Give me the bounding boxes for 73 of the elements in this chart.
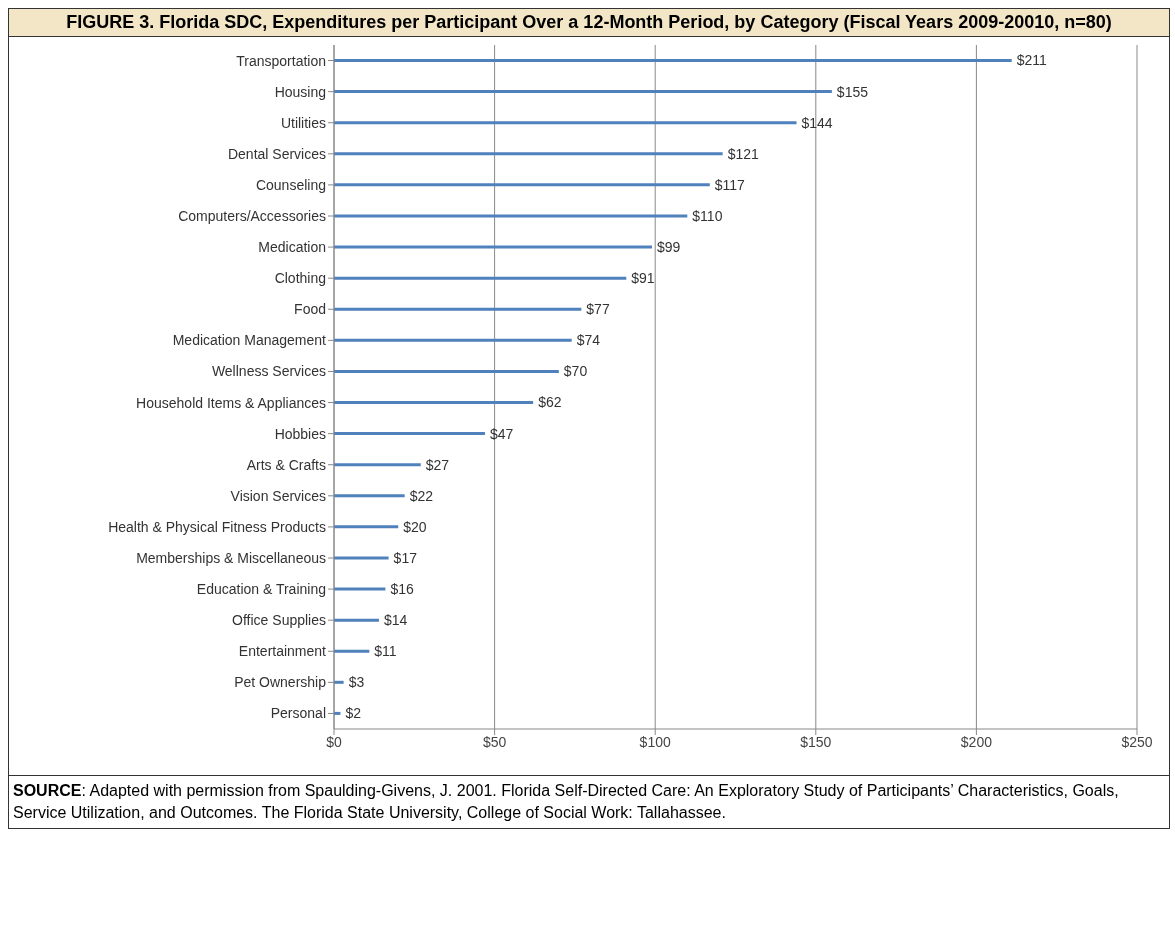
chart-title: FIGURE 3. Florida SDC, Expenditures per Participant Over a 12-Month Period, by Category (Fiscal Years 2009-20010, n=80) bbox=[9, 9, 1169, 37]
data-label: $27 bbox=[425, 456, 450, 473]
data-label: $2 bbox=[345, 705, 362, 722]
y-tick-label: Personal bbox=[270, 705, 326, 722]
bar bbox=[334, 618, 379, 622]
bar bbox=[334, 556, 389, 560]
bar bbox=[334, 680, 344, 684]
y-tick-label: Food bbox=[294, 301, 326, 318]
x-tick-label: $150 bbox=[800, 733, 832, 750]
bar bbox=[334, 58, 1012, 62]
y-tick-label: Vision Services bbox=[230, 487, 326, 504]
y-tick-label: Housing bbox=[274, 83, 326, 100]
data-label: $14 bbox=[383, 612, 408, 629]
bar bbox=[334, 90, 832, 94]
y-tick-label: Computers/Accessories bbox=[178, 207, 326, 224]
y-tick-label: Clothing bbox=[274, 270, 326, 287]
y-tick-label: Medication bbox=[258, 239, 326, 256]
data-label: $17 bbox=[393, 549, 418, 566]
data-label: $3 bbox=[348, 674, 365, 691]
bar bbox=[334, 338, 572, 342]
bar bbox=[334, 463, 421, 467]
data-label: $20 bbox=[403, 518, 427, 535]
y-tick-label: Memberships & Miscellaneous bbox=[136, 549, 326, 566]
data-label: $144 bbox=[801, 114, 833, 131]
data-label: $22 bbox=[409, 487, 434, 504]
y-tick-label: Medication Management bbox=[172, 332, 327, 349]
y-tick-label: Hobbies bbox=[274, 425, 326, 442]
bar bbox=[334, 214, 688, 218]
data-label: $47 bbox=[489, 425, 514, 442]
data-label: $99 bbox=[656, 239, 681, 256]
y-tick-label: Transportation bbox=[236, 52, 326, 69]
bar bbox=[334, 276, 627, 280]
data-label: $155 bbox=[836, 83, 869, 100]
bar bbox=[334, 369, 559, 373]
y-tick-label: Office Supplies bbox=[232, 612, 326, 629]
bar bbox=[334, 121, 797, 125]
y-tick-label: Entertainment bbox=[238, 643, 327, 660]
bar bbox=[334, 307, 582, 311]
data-label: $121 bbox=[727, 145, 760, 162]
y-tick-label: Household Items & Appliances bbox=[136, 394, 326, 411]
y-tick-label: Counseling bbox=[255, 176, 326, 193]
x-tick-label: $50 bbox=[482, 733, 507, 750]
y-tick-label: Utilities bbox=[280, 114, 326, 131]
data-label: $77 bbox=[586, 301, 610, 318]
data-label: $74 bbox=[576, 332, 601, 349]
source-note: SOURCE: Adapted with permission from Spaulding-Givens, J. 2001. Florida Self-Directed Care: An Exploratory Study of Participants’ Characteristics, Goals, Service Utilization, and Outcomes. The Florida State University, College of Social Work: Tallahassee. bbox=[13, 782, 1119, 821]
y-tick-label: Education & Training bbox=[196, 581, 326, 598]
bar bbox=[334, 432, 485, 436]
x-tick-label: $250 bbox=[1121, 733, 1153, 750]
data-label: $16 bbox=[390, 581, 414, 598]
y-tick-label: Pet Ownership bbox=[234, 674, 327, 691]
data-label: $110 bbox=[692, 207, 723, 224]
y-tick-label: Dental Services bbox=[227, 145, 326, 162]
y-tick-label: Wellness Services bbox=[211, 363, 326, 380]
data-label: $91 bbox=[631, 270, 655, 287]
x-tick-label: $0 bbox=[326, 733, 342, 750]
bar bbox=[334, 649, 370, 653]
bar bbox=[334, 494, 405, 498]
data-label: $70 bbox=[563, 363, 588, 380]
bar bbox=[334, 152, 723, 156]
bar bbox=[334, 183, 710, 187]
bar bbox=[334, 400, 534, 404]
x-tick-label: $100 bbox=[639, 733, 671, 750]
x-tick-label: $200 bbox=[960, 733, 993, 750]
y-tick-label: Arts & Crafts bbox=[246, 456, 326, 473]
bar bbox=[334, 525, 399, 529]
data-label: $211 bbox=[1016, 52, 1048, 69]
bar bbox=[334, 587, 386, 591]
data-label: $11 bbox=[374, 643, 397, 660]
data-label: $117 bbox=[714, 176, 746, 193]
bar bbox=[334, 245, 652, 249]
data-label: $62 bbox=[538, 394, 562, 411]
y-tick-label: Health & Physical Fitness Products bbox=[108, 518, 326, 535]
